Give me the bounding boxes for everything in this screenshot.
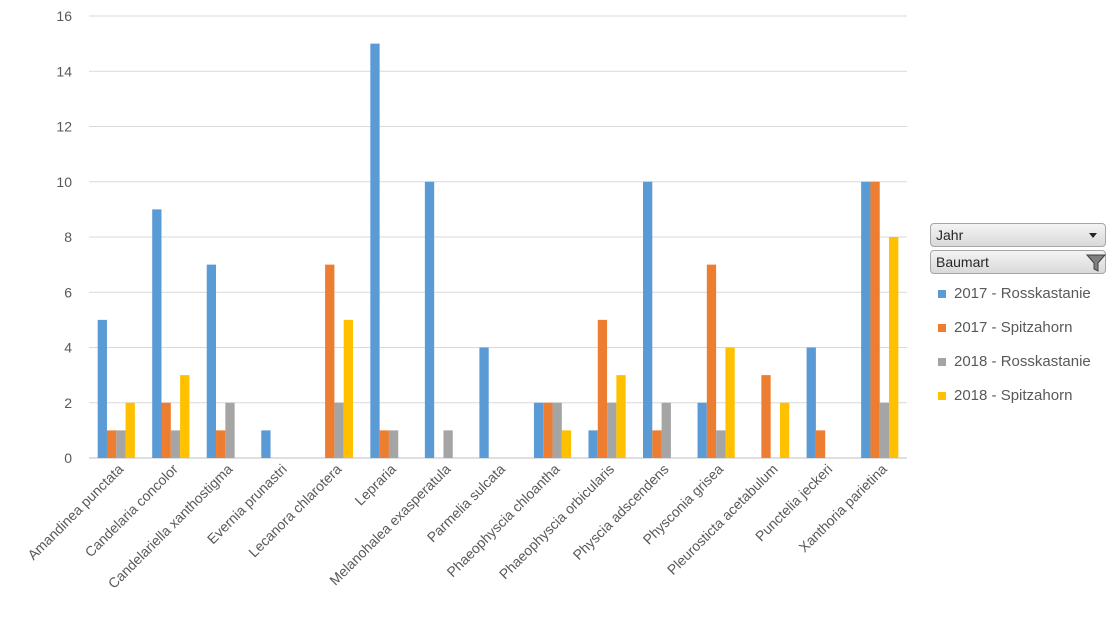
x-tick-label: Physcia adscendens	[570, 461, 672, 563]
bar	[216, 430, 226, 458]
bar	[697, 402, 707, 458]
legend-label: 2017 - Rosskastanie	[954, 285, 1091, 302]
bar	[116, 430, 126, 458]
bar	[879, 402, 890, 458]
chart: 0 2 4 6 8 10 12 14 16 Amandinea punctataCandelar…	[24, 8, 907, 592]
y-tick-label: 6	[64, 284, 72, 300]
jahr-field-button[interactable]: Jahr	[930, 223, 1106, 247]
legend-swatch	[938, 324, 946, 332]
bar	[152, 209, 162, 458]
legend-label: 2018 - Rosskastanie	[954, 353, 1091, 370]
baumart-field-label: Baumart	[936, 254, 989, 270]
bar	[661, 402, 671, 458]
bar	[161, 402, 171, 458]
x-tick-label: Lecanora chlarotera	[245, 461, 345, 561]
x-tick-label: Amandinea punctata	[24, 461, 126, 563]
y-tick-label: 12	[56, 119, 72, 135]
bars	[97, 43, 899, 458]
bar	[334, 402, 344, 458]
bar	[261, 430, 271, 458]
bar	[170, 430, 181, 458]
y-tick-label: 14	[56, 63, 72, 79]
y-tick-label: 8	[64, 229, 72, 245]
bar	[588, 430, 598, 458]
bar	[106, 430, 117, 458]
bar	[206, 264, 217, 458]
jahr-field-label: Jahr	[936, 227, 964, 243]
x-tick-label: Pleurosticta acetabulum	[664, 461, 781, 578]
bar	[806, 347, 816, 458]
bar	[561, 430, 572, 458]
bar	[870, 181, 880, 458]
bar	[652, 430, 662, 458]
bar	[543, 402, 553, 458]
bar	[97, 319, 107, 458]
bar	[643, 181, 653, 458]
bar	[761, 375, 771, 458]
x-tick-label: Phaeophyscia chloantha	[443, 461, 562, 580]
bar	[443, 430, 453, 458]
bar	[616, 375, 626, 458]
legend-swatch	[938, 358, 946, 366]
bar	[706, 264, 717, 458]
bar	[370, 43, 380, 458]
y-tick-label: 16	[56, 8, 72, 24]
y-axis-ticks: 0 2 4 6 8 10 12 14 16	[56, 8, 72, 466]
filter-icon	[1085, 254, 1107, 272]
bar	[607, 402, 617, 458]
bar	[597, 319, 608, 458]
bar	[225, 402, 235, 458]
bar	[725, 347, 735, 458]
legend-swatch	[938, 290, 946, 298]
y-tick-label: 4	[64, 340, 72, 356]
bar	[325, 264, 335, 458]
bar	[861, 181, 871, 458]
bar	[552, 402, 562, 458]
bar	[889, 237, 899, 458]
baumart-field-button[interactable]: Baumart	[930, 250, 1107, 274]
bar	[479, 347, 489, 458]
bar	[424, 181, 435, 458]
chevron-down-icon	[1089, 233, 1097, 238]
bar	[343, 319, 353, 458]
y-tick-label: 2	[64, 395, 72, 411]
bar	[125, 402, 135, 458]
bar	[716, 430, 726, 458]
legend-swatch	[938, 392, 946, 400]
x-tick-label: Lepraria	[351, 461, 399, 509]
legend-label: 2018 - Spitzahorn	[954, 387, 1073, 404]
bar	[533, 402, 544, 458]
bar	[388, 430, 399, 458]
bar	[180, 375, 190, 458]
x-tick-label: Candelaria concolor	[82, 461, 182, 561]
bar	[379, 430, 389, 458]
bar	[779, 402, 790, 458]
y-tick-label: 10	[56, 174, 72, 190]
bar	[815, 430, 826, 458]
legend-label: 2017 - Spitzahorn	[954, 319, 1073, 336]
y-tick-label: 0	[64, 450, 72, 466]
